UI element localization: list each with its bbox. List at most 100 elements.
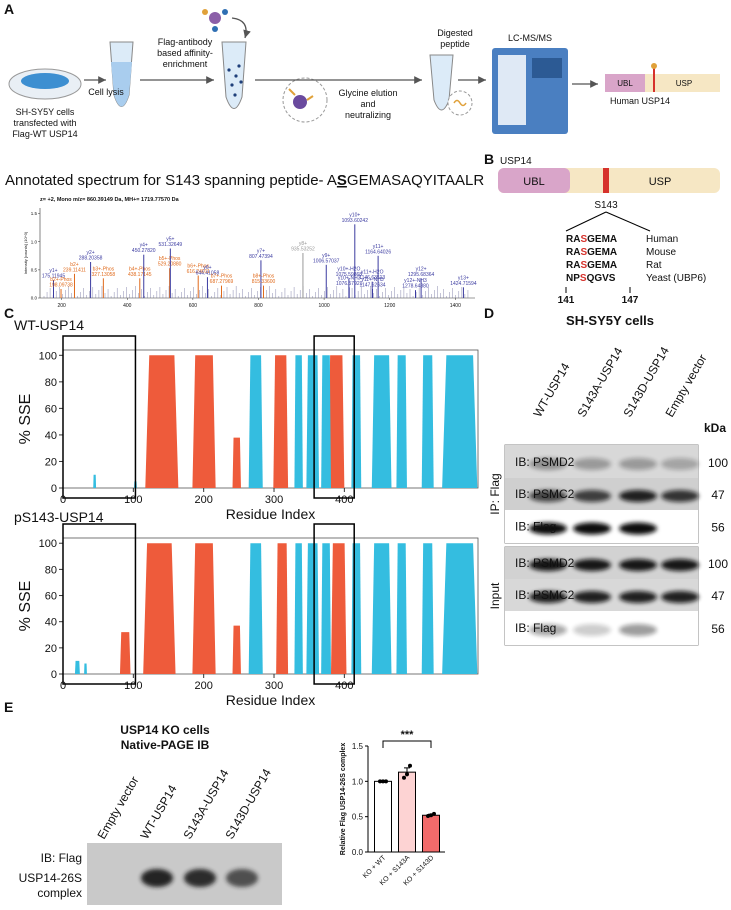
mz-label: 815.33600 [252,279,276,285]
y-tick-label: 20 [45,643,57,655]
axis-title: Relative Flag USP14-26S complex [340,743,347,856]
ion-label: y11+-NH3 [361,277,383,283]
point [426,813,430,818]
x-tick-label: 200 [57,303,66,309]
mz-label: 807.47394 [249,254,273,260]
caption: Flag-WT USP14 [12,129,77,139]
point [432,811,436,816]
axis-title: % SSE [17,581,34,632]
kda: 47 [711,589,725,603]
band [529,490,567,502]
sequence: RASGEMA [566,247,617,258]
y-tick-label: 80 [45,377,57,389]
sse-region [306,355,320,488]
mz-label: 175.11945 [42,274,65,280]
y-tick-label: 100 [39,350,57,362]
ion-label: y6+ [203,265,211,271]
y-tick-label: 1.0 [31,239,38,244]
band [529,559,567,571]
band-label: USP14-26S [19,871,82,885]
band [573,490,611,502]
site [651,63,657,69]
panel-title: USP14 KO cells [120,723,210,737]
ion-label: y10+ [349,212,360,218]
lane-label: S143A-USP14 [574,345,625,420]
sse-region [248,543,263,674]
x-tick-label: 300 [265,494,283,506]
y-tick-label: 40 [45,430,57,442]
ion-label: y4+ [140,243,148,249]
lane-label: S143D-USP14 [222,766,274,841]
mz-label: 1424.71594 [450,281,477,287]
band [573,458,611,470]
residue: NP [566,273,580,284]
domain-art [498,168,720,293]
point [429,813,433,818]
sse-region [396,355,407,488]
ion-label: y12+ [416,266,427,272]
sse-region [276,543,289,674]
ion-label: y5+ [166,237,174,243]
sse-region [351,355,362,488]
panel-label: B [484,151,494,167]
residue: QGVS [587,273,616,284]
step-label: peptide [440,39,470,49]
point [381,779,385,784]
kda-header: kDa [704,421,726,435]
residue: RA [566,234,580,245]
group-label: Input [488,582,502,609]
position: 147 [622,295,639,306]
caption: transfected with [13,118,76,128]
ib-label: IB: Flag [515,520,556,534]
point [384,779,388,784]
residue: RA [566,260,580,271]
sse-region [421,355,434,488]
mz-label: 327.13058 [92,272,116,278]
mz-label: 687.27969 [210,279,234,285]
sse-region [351,543,362,674]
band [529,624,567,636]
sse-region [371,355,392,488]
sse-region [232,625,241,674]
ion-label: y1+ [49,268,57,274]
panel-title: SH-SY5Y cells [566,313,654,328]
ion-label: b2+-Phos [50,277,72,283]
step-label: based affinity- [157,48,213,58]
mz-label: 1295.68364 [408,272,435,278]
residue: GEMA [587,247,617,258]
sse-region [143,543,176,674]
sse-region [192,355,216,488]
sse-region [321,543,331,674]
group-label: IP: Flag [488,473,502,514]
x-tick-label: 800 [254,303,263,309]
step-label: Cell lysis [88,87,124,97]
step-label: enrichment [163,59,208,69]
kda: 56 [711,521,725,535]
sse-region [84,663,87,674]
residue: GEMA [587,260,617,271]
site-label: S143 [594,200,618,211]
species: Human [646,234,678,245]
sse-region [232,437,241,488]
band [573,591,611,603]
species: Rat [646,260,662,271]
sse-region [442,355,478,488]
sequence: RASGEMA [566,260,617,271]
significance-bracket [382,740,432,748]
kda: 100 [708,456,728,470]
axis-title: Residue Index [226,506,316,522]
band [529,458,567,470]
significance: *** [401,729,415,741]
band [619,559,657,571]
mz-label: 529.20880 [158,262,182,268]
ion-label: y7+ [257,248,265,254]
point [408,763,412,768]
subtitle: z= +2, Mono m/z= 860.39149 Da, MH+= 1719… [40,197,180,203]
y-tick-label: 0.5 [352,813,364,822]
band [573,559,611,571]
ion-label: b4+-Phos [129,266,151,272]
y-tick-label: 0 [51,483,57,495]
residue: GEMA [587,234,617,245]
domain-label: USP [676,79,692,88]
species: Yeast (UBP6) [646,273,706,284]
